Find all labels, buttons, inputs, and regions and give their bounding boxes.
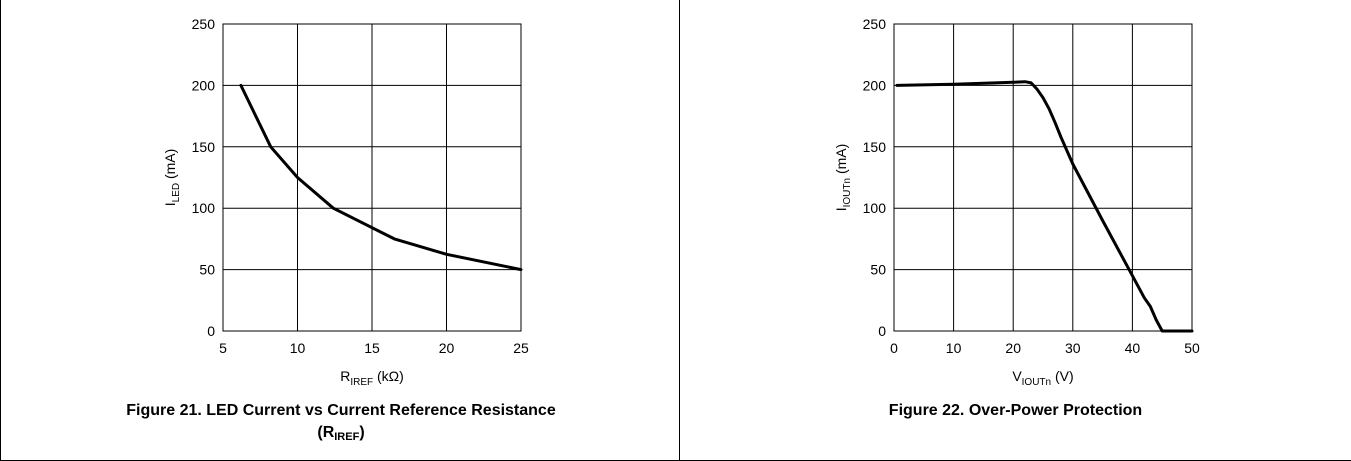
x-tick-label: 40 <box>1125 340 1141 356</box>
y-axis-label: ILED (mA) <box>162 149 182 207</box>
figure-21-caption-line1: Figure 21. LED Current vs Current Refere… <box>126 402 556 419</box>
y-tick-label: 100 <box>192 200 216 216</box>
y-tick-label: 250 <box>192 16 216 32</box>
y-tick-label: 0 <box>878 323 886 339</box>
plot-frame <box>222 23 522 332</box>
x-tick-label: 25 <box>513 340 529 356</box>
figure-21-panel: 0 50 100 150 200 250 5 10 15 20 25 RIREF (kΩ) ILED (… <box>0 0 680 461</box>
x-tick-label: 10 <box>946 340 962 356</box>
caption-line2-sub: IREF <box>334 431 360 443</box>
x-axis-label-unit: (V) <box>1051 368 1074 384</box>
figure-22-panel: 0 50 100 150 200 250 0 10 20 30 40 50 VIOUTn (V) IIOU… <box>680 0 1351 461</box>
y-tick-label: 250 <box>863 16 887 32</box>
y-tick-label: 200 <box>863 77 887 93</box>
x-axis-label-main: V <box>1012 368 1022 384</box>
x-axis-label-main: R <box>340 368 350 384</box>
y-axis-label-unit: (mA) <box>833 144 849 178</box>
x-tick-label: 30 <box>1065 340 1081 356</box>
y-tick-label: 50 <box>870 262 886 278</box>
caption-line2-end: ) <box>359 424 365 441</box>
x-tick-label: 0 <box>890 340 898 356</box>
x-axis-label: RIREF (kΩ) <box>340 368 404 388</box>
x-tick-label: 15 <box>364 340 380 356</box>
x-axis-label-sub: IOUTn <box>1022 377 1051 388</box>
y-tick-label: 0 <box>207 323 215 339</box>
figure-22-caption: Figure 22. Over-Power Protection <box>680 400 1351 422</box>
series-line <box>239 83 523 272</box>
y-axis-label-unit: (mA) <box>162 149 178 183</box>
x-axis-label: VIOUTn (V) <box>1012 368 1073 388</box>
series-line <box>895 80 1194 333</box>
x-tick-label: 50 <box>1184 340 1200 356</box>
led-current-chart: 0 50 100 150 200 250 5 10 15 20 25 RIREF (kΩ) ILED (… <box>162 16 529 388</box>
x-tick-label: 20 <box>439 340 455 356</box>
y-tick-label: 100 <box>863 200 887 216</box>
x-axis-label-sub: IREF <box>350 377 373 388</box>
y-axis-label: IIOUTn (mA) <box>833 144 853 212</box>
x-tick-label: 20 <box>1005 340 1021 356</box>
y-axis-label-main: I <box>833 207 849 211</box>
y-axis-label-sub: IOUTn <box>842 178 853 207</box>
plot-frame <box>893 23 1193 332</box>
y-tick-label: 150 <box>192 139 216 155</box>
figure-22-caption-line1: Figure 22. Over-Power Protection <box>888 402 1143 419</box>
x-axis-label-unit: (kΩ) <box>373 368 404 384</box>
y-tick-label: 150 <box>863 139 887 155</box>
figure-21-caption-line2: (RIREF) <box>1 422 681 448</box>
y-axis-label-sub: LED <box>171 183 182 202</box>
caption-line2-main: (R <box>317 424 335 441</box>
x-tick-label: 10 <box>290 340 306 356</box>
y-axis-label-main: I <box>162 202 178 206</box>
figure-21-caption: Figure 21. LED Current vs Current Refere… <box>1 400 681 448</box>
y-tick-label: 200 <box>192 77 216 93</box>
x-tick-label: 5 <box>219 340 227 356</box>
y-tick-label: 50 <box>199 262 215 278</box>
